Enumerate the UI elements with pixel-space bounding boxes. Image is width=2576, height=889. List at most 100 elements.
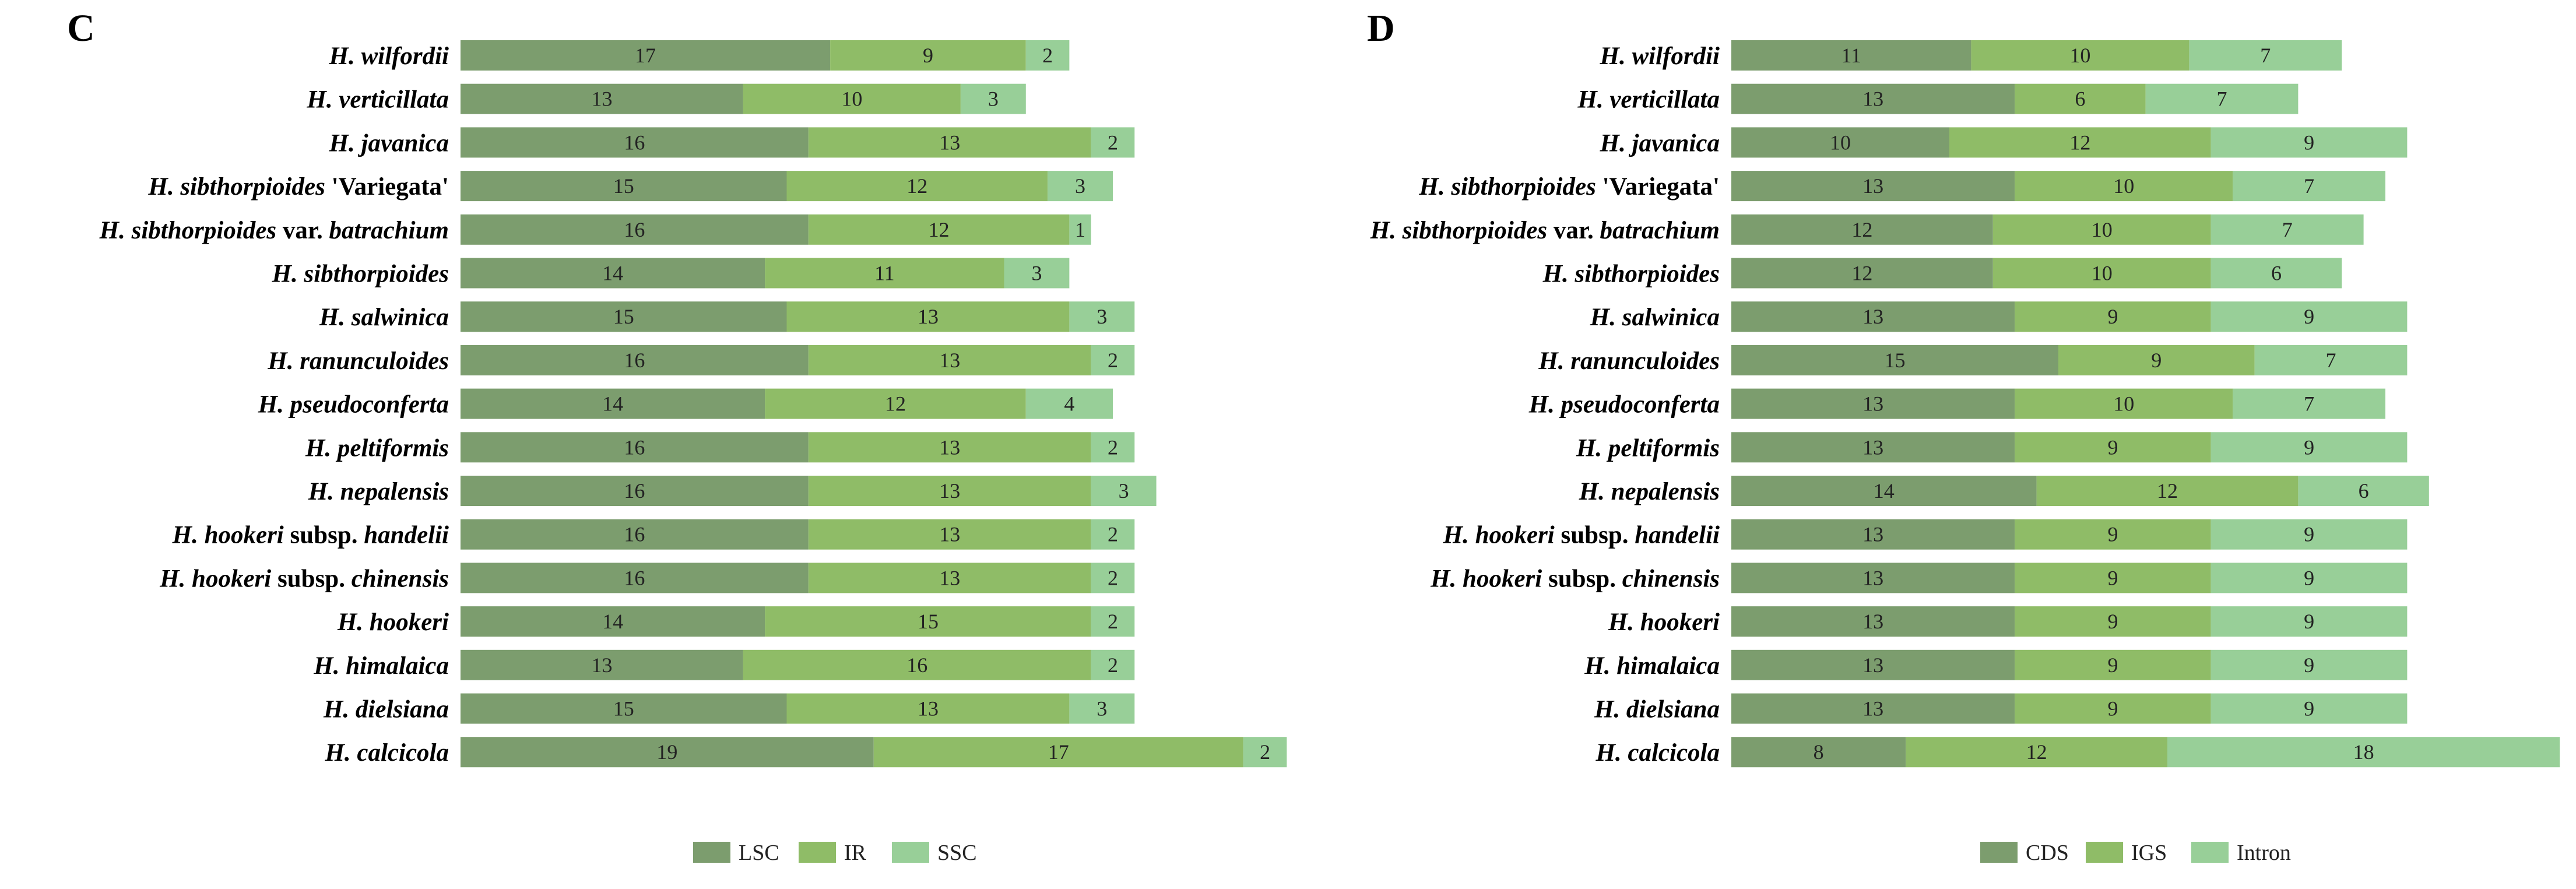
- data-label-d-igs-10: 12: [2157, 479, 2178, 503]
- bar-d-intron-5: [2210, 258, 2342, 289]
- legend-label-c-ssc: SSC: [937, 841, 977, 865]
- bar-d-intron-2: [2210, 127, 2408, 158]
- bar-d-intron-6: [2210, 301, 2408, 332]
- bar-d-igs-8: [2015, 388, 2233, 419]
- data-label-c-ssc-14: 2: [1108, 653, 1118, 677]
- bar-c-lsc-12: [461, 563, 809, 593]
- category-label-c-0: H. wilfordii: [329, 43, 449, 70]
- data-label-c-ir-8: 12: [885, 392, 906, 416]
- bar-d-cds-1: [1731, 83, 2015, 114]
- bar-d-intron-15: [2210, 693, 2408, 724]
- category-label-d-16: H. calcicola: [1595, 739, 1720, 767]
- data-label-c-lsc-2: 16: [624, 131, 645, 154]
- data-label-d-igs-3: 10: [2113, 174, 2134, 198]
- bar-d-igs-1: [2015, 83, 2146, 114]
- bar-c-lsc-8: [461, 388, 765, 419]
- data-label-c-ssc-1: 3: [988, 87, 999, 111]
- data-label-d-cds-0: 11: [1841, 44, 1861, 67]
- category-label-d-10: H. nepalensis: [1579, 478, 1720, 505]
- legend-swatch-c-ssc: [892, 842, 929, 863]
- bar-d-cds-9: [1731, 432, 2015, 463]
- bar-d-intron-11: [2210, 519, 2408, 550]
- category-label-d-7: H. ranunculoides: [1538, 347, 1720, 375]
- bar-d-cds-7: [1731, 345, 2058, 375]
- bar-c-lsc-1: [461, 83, 743, 114]
- data-label-d-intron-6: 9: [2304, 305, 2314, 328]
- data-label-c-ir-9: 13: [939, 435, 960, 459]
- bar-d-cds-15: [1731, 693, 2015, 724]
- data-label-d-intron-10: 6: [2359, 479, 2369, 503]
- legend-label-c-ir: IR: [844, 841, 867, 865]
- bar-d-intron-10: [2298, 476, 2429, 506]
- data-label-c-ir-1: 10: [841, 87, 862, 111]
- bar-d-igs-6: [2015, 301, 2211, 332]
- data-label-c-ir-12: 13: [939, 566, 960, 589]
- bar-c-ssc-9: [1091, 432, 1135, 463]
- bar-c-lsc-4: [461, 214, 809, 245]
- data-label-c-lsc-8: 14: [602, 392, 623, 416]
- bar-d-igs-0: [1971, 40, 2190, 71]
- bar-c-lsc-7: [461, 345, 809, 375]
- data-label-c-ssc-4: 1: [1075, 218, 1085, 241]
- bar-c-ir-16: [873, 737, 1243, 768]
- bar-c-lsc-3: [461, 171, 787, 202]
- data-label-d-cds-2: 10: [1830, 131, 1851, 154]
- bar-d-cds-0: [1731, 40, 1971, 71]
- data-label-d-cds-15: 13: [1862, 697, 1883, 721]
- data-label-d-intron-14: 9: [2304, 653, 2314, 677]
- bar-c-ir-1: [743, 83, 961, 114]
- bar-d-intron-7: [2254, 345, 2408, 375]
- bar-c-ssc-0: [1025, 40, 1070, 71]
- bar-c-ir-2: [808, 127, 1091, 158]
- data-label-c-lsc-5: 14: [602, 262, 623, 285]
- category-label-d-12: H. hookeri subsp. chinensis: [1430, 565, 1720, 592]
- bar-c-ssc-4: [1069, 214, 1091, 245]
- bar-d-intron-3: [2233, 171, 2385, 202]
- bar-d-cds-16: [1731, 737, 1906, 768]
- data-label-d-igs-0: 10: [2069, 44, 2090, 67]
- category-label-c-3: H. sibthorpioides 'Variegata': [147, 173, 449, 201]
- bar-c-ssc-8: [1025, 388, 1113, 419]
- data-label-d-cds-10: 14: [1874, 479, 1895, 503]
- data-label-c-lsc-12: 16: [624, 566, 645, 589]
- bar-d-cds-11: [1731, 519, 2015, 550]
- data-label-c-lsc-14: 13: [591, 653, 612, 677]
- bar-c-ir-11: [808, 519, 1091, 550]
- data-label-c-ssc-15: 3: [1097, 697, 1107, 721]
- data-label-d-intron-0: 7: [2260, 44, 2271, 67]
- category-label-c-14: H. himalaica: [313, 652, 449, 680]
- data-label-c-ir-10: 13: [939, 479, 960, 503]
- category-label-d-13: H. hookeri: [1608, 609, 1720, 636]
- bar-d-cds-6: [1731, 301, 2015, 332]
- bar-c-ir-7: [808, 345, 1091, 375]
- bar-c-lsc-10: [461, 476, 809, 506]
- legend-swatch-d-intron: [2191, 842, 2229, 863]
- data-label-c-ir-4: 12: [929, 218, 950, 241]
- bar-d-cds-3: [1731, 171, 2015, 202]
- bar-d-cds-5: [1731, 258, 1993, 289]
- data-label-c-ssc-3: 3: [1075, 174, 1085, 198]
- data-label-c-ssc-11: 2: [1108, 523, 1118, 546]
- bar-c-ir-10: [808, 476, 1091, 506]
- bar-d-cds-14: [1731, 649, 2015, 680]
- bar-c-lsc-11: [461, 519, 809, 550]
- bar-c-ssc-12: [1091, 563, 1135, 593]
- data-label-c-ir-13: 15: [918, 610, 939, 633]
- category-label-c-12: H. hookeri subsp. chinensis: [159, 565, 449, 592]
- data-label-c-ir-14: 16: [906, 653, 927, 677]
- data-label-c-ir-3: 12: [906, 174, 927, 198]
- data-label-d-igs-4: 10: [2092, 218, 2113, 241]
- data-label-d-igs-9: 9: [2108, 435, 2118, 459]
- data-label-c-lsc-1: 13: [591, 87, 612, 111]
- category-label-c-1: H. verticillata: [306, 86, 449, 114]
- data-label-d-intron-13: 9: [2304, 610, 2314, 633]
- data-label-d-igs-15: 9: [2108, 697, 2118, 721]
- category-label-d-5: H. sibthorpioides: [1542, 261, 1720, 288]
- data-label-d-igs-5: 10: [2092, 262, 2113, 285]
- category-label-c-13: H. hookeri: [337, 609, 449, 636]
- data-label-d-cds-11: 13: [1862, 523, 1883, 546]
- data-label-c-ir-0: 9: [923, 44, 933, 67]
- data-label-d-cds-13: 13: [1862, 610, 1883, 633]
- data-label-d-cds-4: 12: [1851, 218, 1872, 241]
- legend-swatch-d-cds: [1980, 842, 2018, 863]
